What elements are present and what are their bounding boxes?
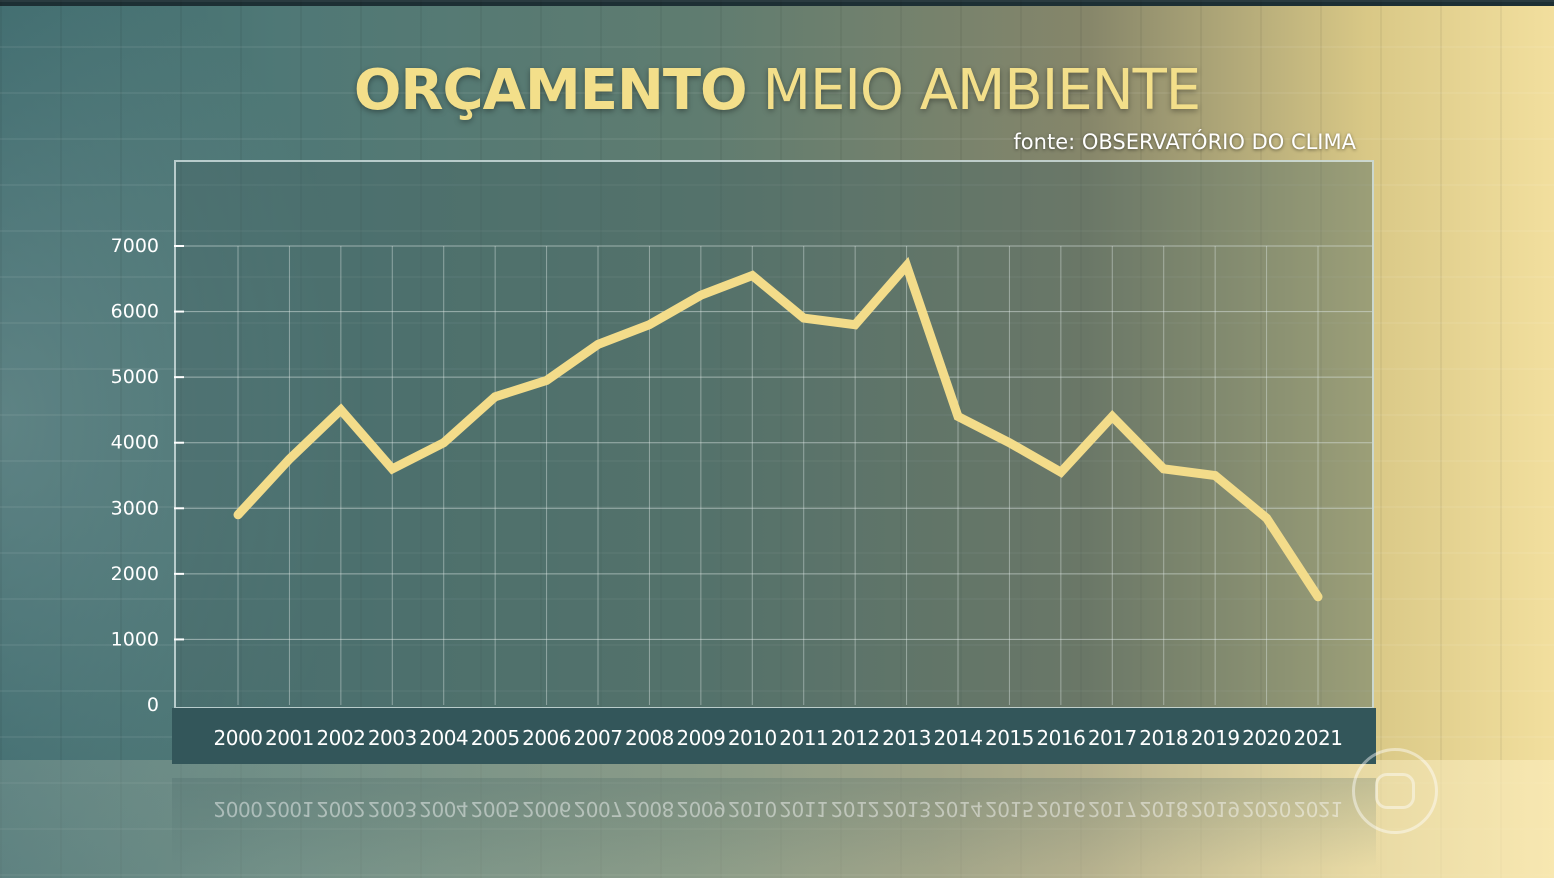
x-tick-label: 2003 <box>368 726 417 750</box>
x-tick-reflection: 2008 <box>625 797 674 821</box>
y-tick-label: 4000 <box>111 432 159 454</box>
top-bar <box>0 0 1554 6</box>
x-tick-label: 2013 <box>882 726 931 750</box>
x-tick-label: 2010 <box>728 726 777 750</box>
x-tick-label: 2018 <box>1139 726 1188 750</box>
y-tick-label: 0 <box>147 694 159 716</box>
broadcaster-logo-icon <box>1352 748 1438 834</box>
x-tick-reflection: 2021 <box>1294 797 1343 821</box>
data-point <box>957 415 959 417</box>
x-tick-label: 2004 <box>419 726 468 750</box>
data-point <box>1060 471 1062 473</box>
x-tick-reflection: 2000 <box>214 797 263 821</box>
x-tick-reflection: 2005 <box>471 797 520 821</box>
data-point <box>288 458 290 460</box>
x-tick-label: 2012 <box>831 726 880 750</box>
x-tick-label: 2016 <box>1036 726 1085 750</box>
x-tick-label: 2019 <box>1191 726 1240 750</box>
background-floor <box>0 760 1554 878</box>
series-layer <box>233 256 1323 602</box>
series-line <box>233 256 1323 602</box>
x-tick-reflection: 2007 <box>574 797 623 821</box>
data-point <box>1266 517 1268 519</box>
title-bold: ORÇAMENTO <box>353 58 748 123</box>
x-tick-reflection: 2004 <box>419 797 468 821</box>
y-tick-label: 1000 <box>111 628 159 650</box>
data-point <box>546 379 548 381</box>
y-tick-label: 5000 <box>111 366 159 388</box>
data-point <box>391 468 393 470</box>
x-tick-label: 2008 <box>625 726 674 750</box>
y-tick-label: 7000 <box>111 235 159 257</box>
panel-reflection <box>172 778 1376 868</box>
x-tick-label: 2005 <box>471 726 520 750</box>
y-tick-label: 3000 <box>111 497 159 519</box>
y-tick-label: 2000 <box>111 563 159 585</box>
x-tick-label: 2009 <box>676 726 725 750</box>
data-point <box>700 294 702 296</box>
title-regular: MEIO AMBIENTE <box>762 58 1202 123</box>
x-tick-reflection: 2001 <box>265 797 314 821</box>
x-tick-reflection: 2019 <box>1191 797 1240 821</box>
x-tick-reflection: 2018 <box>1139 797 1188 821</box>
x-tick-reflection: 2020 <box>1242 797 1291 821</box>
data-point <box>1008 442 1010 444</box>
gridlines <box>176 245 1372 705</box>
x-tick-label: 2007 <box>574 726 623 750</box>
data-point <box>443 442 445 444</box>
x-tick-reflection: 2012 <box>831 797 880 821</box>
y-axis-ticks: 0 1000 2000 3000 4000 5000 6000 7000 <box>111 235 184 716</box>
x-tick-label: 2011 <box>779 726 828 750</box>
data-point <box>648 324 650 326</box>
x-tick-reflection: 2009 <box>676 797 725 821</box>
data-point <box>1111 415 1113 417</box>
x-tick-reflection: 2006 <box>522 797 571 821</box>
x-tick-label: 2000 <box>214 726 263 750</box>
data-point <box>1214 475 1216 476</box>
logo-inner-shape <box>1375 773 1415 809</box>
x-tick-label: 2006 <box>522 726 571 750</box>
data-point <box>597 343 599 345</box>
x-tick-reflection: 2015 <box>985 797 1034 821</box>
x-tick-reflection: 2016 <box>1036 797 1085 821</box>
x-axis-ticks-reflection: 2000 2001 2002 2003 2004 2005 2006 2007 2008 2009… <box>214 797 1343 821</box>
source-credit: fonte: OBSERVATÓRIO DO CLIMA <box>1013 130 1356 154</box>
data-point <box>906 265 908 267</box>
data-point <box>494 396 496 398</box>
x-tick-label: 2014 <box>934 726 983 750</box>
data-point <box>854 324 856 326</box>
x-tick-label: 2001 <box>265 726 314 750</box>
x-tick-reflection: 2011 <box>779 797 828 821</box>
x-tick-reflection: 2002 <box>316 797 365 821</box>
chart-title: ORÇAMENTO MEIO AMBIENTE <box>0 58 1554 123</box>
x-tick-reflection: 2014 <box>934 797 983 821</box>
chart-panel <box>174 160 1374 709</box>
x-tick-label: 2020 <box>1242 726 1291 750</box>
x-axis-ticks: 2000 2001 2002 2003 2004 2005 2006 2007 2008 2009… <box>214 726 1343 750</box>
data-point <box>1317 596 1319 598</box>
x-axis-band <box>172 708 1376 764</box>
x-tick-label: 2021 <box>1294 726 1343 750</box>
data-point <box>340 409 342 411</box>
x-tick-reflection: 2013 <box>882 797 931 821</box>
data-point <box>237 514 239 516</box>
x-tick-reflection: 2003 <box>368 797 417 821</box>
x-tick-label: 2017 <box>1088 726 1137 750</box>
y-tick-label: 6000 <box>111 301 159 323</box>
x-tick-label: 2015 <box>985 726 1034 750</box>
data-point <box>751 275 753 277</box>
x-tick-reflection: 2017 <box>1088 797 1137 821</box>
data-point <box>803 317 805 319</box>
data-point <box>1163 468 1165 470</box>
x-tick-reflection: 2010 <box>728 797 777 821</box>
x-tick-label: 2002 <box>316 726 365 750</box>
